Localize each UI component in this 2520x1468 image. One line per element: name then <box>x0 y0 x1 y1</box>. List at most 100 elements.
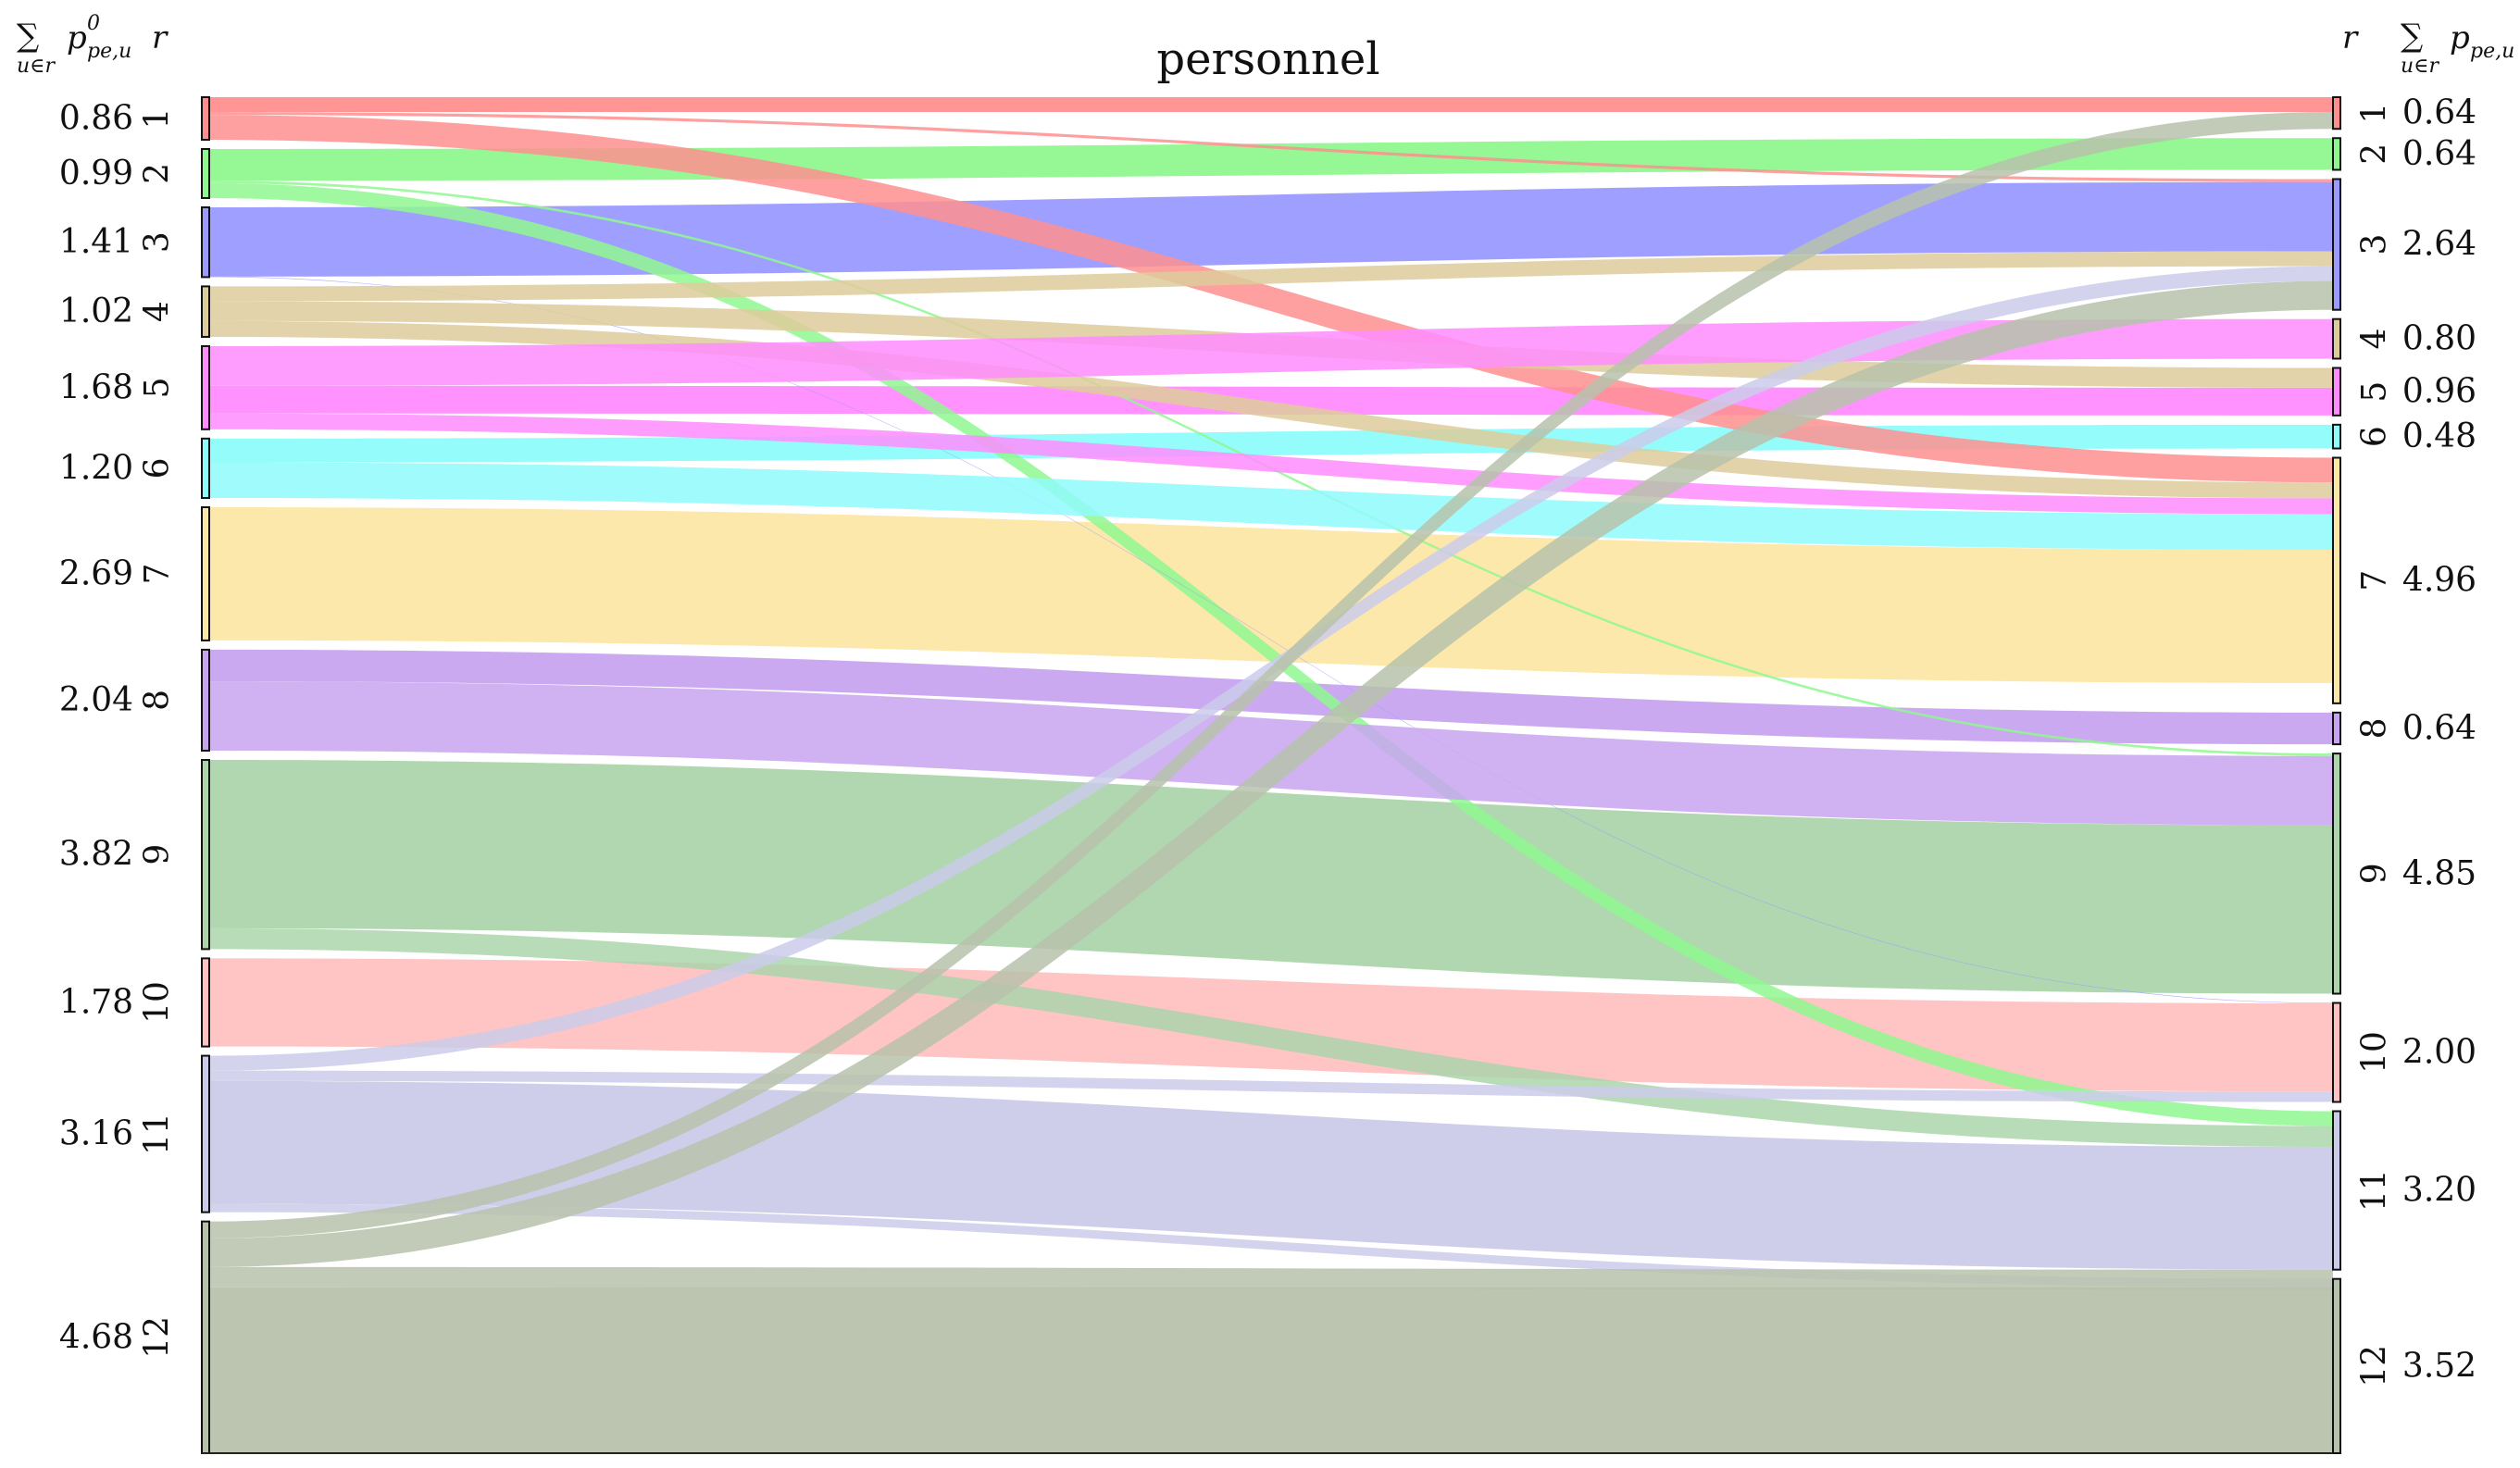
left-bars <box>201 96 210 1455</box>
flow-2-to-11 <box>209 182 2333 1126</box>
left-header-under: u∈r <box>17 55 56 78</box>
left-region-4: 4 <box>139 301 177 322</box>
right-region-4: 4 <box>2356 329 2394 350</box>
right-bar-12 <box>2332 1277 2341 1454</box>
left-header: ∑ u∈r p 0 pe,u r <box>17 12 168 78</box>
left-value-11: 3.16 <box>59 1115 133 1153</box>
flow-5-to-7 <box>209 413 2333 515</box>
flow-4-to-3 <box>209 251 2333 302</box>
chart-title: personnel <box>1156 33 1379 85</box>
left-bar-12 <box>201 1220 210 1455</box>
right-bar-1 <box>2332 96 2341 131</box>
flows <box>209 97 2333 1453</box>
right-bars <box>2332 96 2341 1454</box>
flow-6-to-7 <box>209 462 2333 551</box>
right-region-12: 12 <box>2356 1345 2394 1387</box>
right-labels: 1 0.64 2 0.64 3 2.64 4 0.80 5 0.96 6 0.48 7 4.96 8 0.64… <box>2356 94 2477 1387</box>
right-header-expr: p <box>2450 19 2470 56</box>
left-region-11: 11 <box>139 1113 177 1155</box>
left-value-3: 1.41 <box>59 223 133 261</box>
left-bar-3 <box>201 205 210 279</box>
left-value-7: 2.69 <box>59 554 133 592</box>
flow-8-to-9 <box>209 681 2333 826</box>
left-value-2: 0.99 <box>59 155 133 193</box>
left-bar-2 <box>201 148 210 199</box>
right-bar-4 <box>2332 317 2341 360</box>
flow-3-to-10 <box>209 276 2333 1004</box>
right-bar-6 <box>2332 423 2341 450</box>
right-bar-8 <box>2332 711 2341 746</box>
left-region-7: 7 <box>139 564 177 585</box>
flow-10-to-10 <box>209 958 2333 1092</box>
right-bar-5 <box>2332 367 2341 417</box>
right-value-6: 0.48 <box>2402 417 2476 455</box>
left-bar-8 <box>201 648 210 753</box>
left-region-8: 8 <box>139 690 177 711</box>
right-bar-7 <box>2332 456 2341 704</box>
flow-12-to-3 <box>209 280 2333 1267</box>
left-value-12: 4.68 <box>59 1318 133 1356</box>
left-value-8: 2.04 <box>59 681 133 719</box>
left-bar-10 <box>201 957 210 1048</box>
right-header-sum: ∑ <box>2401 18 2423 55</box>
right-header: r ∑ u∈r p pe,u <box>2342 18 2514 78</box>
left-header-sum: ∑ <box>17 18 39 55</box>
left-region-3: 3 <box>139 231 177 253</box>
left-labels: 0.86 1 0.99 2 1.41 3 1.02 4 1.68 5 1.20 6 2.69 7 2.04 8… <box>59 100 177 1359</box>
flow-7-to-7 <box>209 507 2333 683</box>
right-header-r: r <box>2342 19 2359 56</box>
right-region-6: 6 <box>2356 426 2394 447</box>
left-value-5: 1.68 <box>59 368 133 406</box>
right-value-9: 4.85 <box>2402 854 2476 892</box>
right-bar-2 <box>2332 137 2341 171</box>
left-value-4: 1.02 <box>59 292 133 330</box>
right-region-9: 9 <box>2356 863 2394 884</box>
left-bar-1 <box>201 96 210 142</box>
flow-12-to-1 <box>209 112 2333 1238</box>
right-value-4: 0.80 <box>2402 320 2476 358</box>
flow-4-to-7 <box>209 320 2333 499</box>
right-region-11: 11 <box>2356 1169 2394 1212</box>
right-region-8: 8 <box>2356 718 2394 740</box>
flow-11-to-10 <box>209 1070 2333 1102</box>
right-value-3: 2.64 <box>2402 226 2476 264</box>
flow-1-to-7 <box>209 115 2333 483</box>
left-value-10: 1.78 <box>59 983 133 1021</box>
flow-1-to-3 <box>209 112 2333 182</box>
left-bar-7 <box>201 506 210 641</box>
left-bar-11 <box>201 1054 210 1213</box>
left-header-r: r <box>152 19 168 56</box>
left-header-sub: pe,u <box>87 40 131 63</box>
right-region-7: 7 <box>2356 570 2394 591</box>
left-region-1: 1 <box>139 108 177 130</box>
left-region-6: 6 <box>139 457 177 479</box>
left-value-9: 3.82 <box>59 836 133 874</box>
left-header-sup: 0 <box>87 12 100 35</box>
right-value-8: 0.64 <box>2402 709 2476 747</box>
right-value-1: 0.64 <box>2402 94 2476 132</box>
flow-1-to-1 <box>209 97 2333 113</box>
right-value-7: 4.96 <box>2402 562 2476 600</box>
right-value-2: 0.64 <box>2402 135 2476 173</box>
right-region-5: 5 <box>2356 381 2394 403</box>
right-header-sub: pe,u <box>2470 40 2514 63</box>
left-bar-6 <box>201 437 210 500</box>
flow-5-to-4 <box>209 318 2333 386</box>
right-bar-3 <box>2332 178 2341 311</box>
flow-9-to-11 <box>209 927 2333 1148</box>
left-region-9: 9 <box>139 844 177 865</box>
left-bar-4 <box>201 285 210 338</box>
left-bar-9 <box>201 759 210 951</box>
right-region-3: 3 <box>2356 234 2394 255</box>
flow-11-to-12 <box>209 1203 2333 1288</box>
flow-12-to-12 <box>209 1287 2333 1453</box>
flow-9-to-9 <box>209 760 2333 994</box>
left-header-expr: p <box>67 19 87 56</box>
right-value-5: 0.96 <box>2402 373 2476 411</box>
right-region-2: 2 <box>2356 143 2394 165</box>
flow-8-to-8 <box>209 649 2333 745</box>
left-value-6: 1.20 <box>59 449 133 487</box>
left-region-12: 12 <box>139 1316 177 1359</box>
right-bar-10 <box>2332 1001 2341 1103</box>
